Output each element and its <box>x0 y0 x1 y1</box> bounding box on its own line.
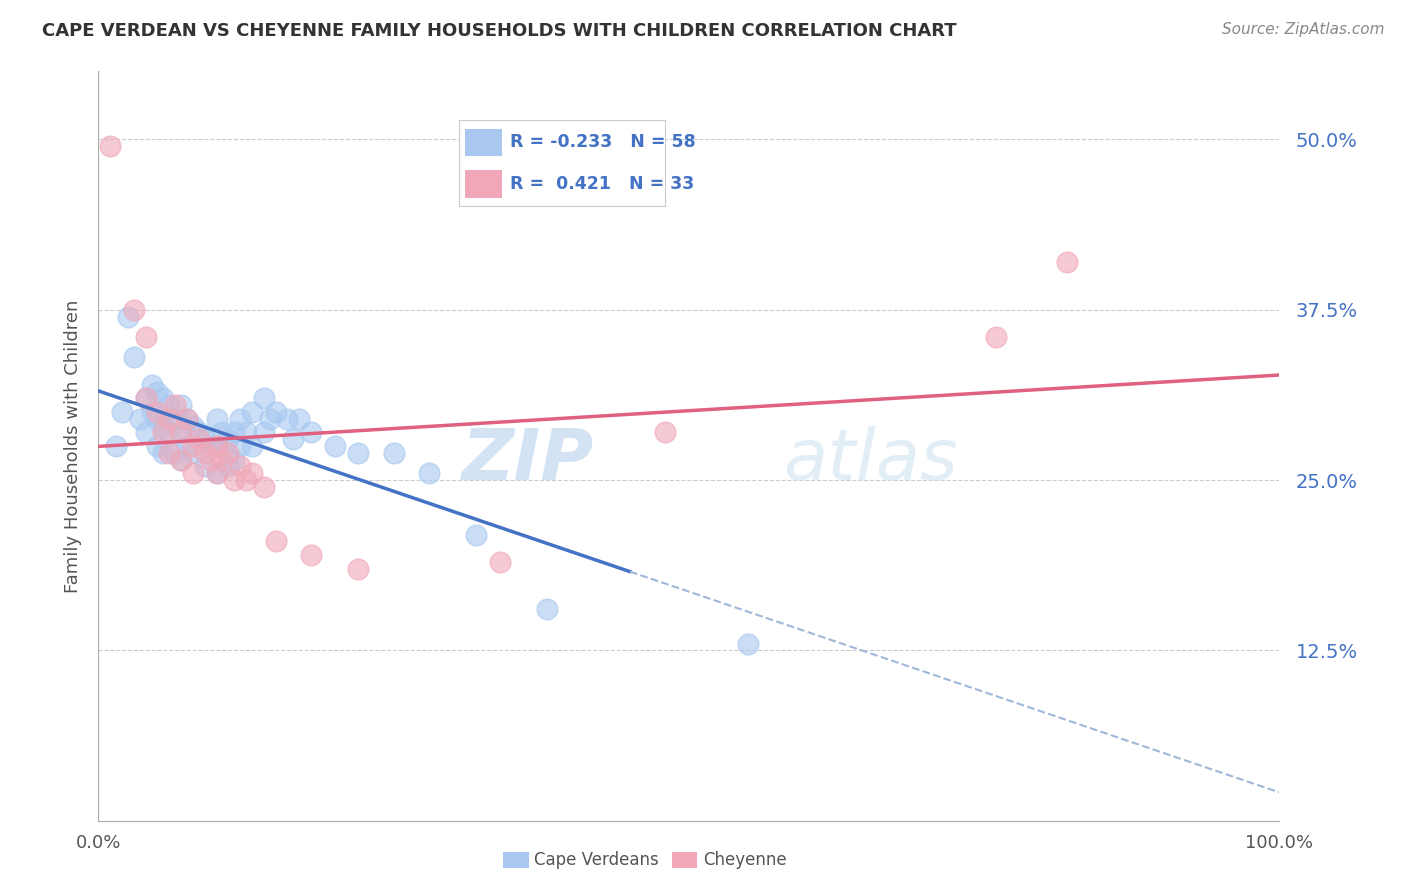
Point <box>157 446 180 460</box>
Point <box>165 411 187 425</box>
Point <box>217 446 239 460</box>
Point <box>98 139 121 153</box>
Text: CAPE VERDEAN VS CHEYENNE FAMILY HOUSEHOLDS WITH CHILDREN CORRELATION CHART: CAPE VERDEAN VS CHEYENNE FAMILY HOUSEHOL… <box>42 22 957 40</box>
Point <box>170 425 193 440</box>
Point <box>170 398 193 412</box>
Point <box>276 411 298 425</box>
Point <box>229 411 252 425</box>
Point <box>194 459 217 474</box>
Point <box>135 330 157 344</box>
Point <box>264 405 287 419</box>
Point <box>229 439 252 453</box>
Point <box>105 439 128 453</box>
Point <box>181 439 204 453</box>
Text: ZIP: ZIP <box>463 426 595 495</box>
Point <box>235 425 257 440</box>
Point <box>135 425 157 440</box>
Point <box>347 561 370 575</box>
Point <box>165 398 187 412</box>
Point <box>205 411 228 425</box>
Point <box>152 392 174 406</box>
Point <box>229 459 252 474</box>
Point <box>170 452 193 467</box>
Point <box>152 418 174 433</box>
Point <box>122 351 145 365</box>
Point <box>240 467 263 481</box>
Point <box>224 452 246 467</box>
Point <box>165 446 187 460</box>
Point <box>187 432 209 446</box>
Point <box>111 405 134 419</box>
Point <box>146 411 169 425</box>
Point <box>146 384 169 399</box>
Point <box>170 452 193 467</box>
Text: Source: ZipAtlas.com: Source: ZipAtlas.com <box>1222 22 1385 37</box>
Point <box>211 452 233 467</box>
Point <box>253 425 276 440</box>
Point <box>984 330 1007 344</box>
Point <box>176 439 198 453</box>
Point <box>157 425 180 440</box>
Point <box>240 405 263 419</box>
Point <box>264 534 287 549</box>
Text: Cheyenne: Cheyenne <box>703 851 786 869</box>
Point <box>283 432 305 446</box>
Point <box>181 467 204 481</box>
Point <box>205 439 228 453</box>
Point <box>200 439 222 453</box>
Point <box>240 439 263 453</box>
Point <box>217 459 239 474</box>
Point <box>200 452 222 467</box>
Text: atlas: atlas <box>783 426 957 495</box>
Point <box>194 446 217 460</box>
Point <box>176 411 198 425</box>
Point <box>141 405 163 419</box>
Point <box>157 411 180 425</box>
Text: Cape Verdeans: Cape Verdeans <box>534 851 659 869</box>
Point <box>187 425 209 440</box>
Point <box>122 302 145 317</box>
Point <box>135 392 157 406</box>
Point <box>299 548 322 562</box>
Point <box>347 446 370 460</box>
Point <box>224 425 246 440</box>
Point <box>146 405 169 419</box>
Point <box>737 636 759 650</box>
Point <box>181 446 204 460</box>
Point <box>205 467 228 481</box>
Point <box>253 392 276 406</box>
Point <box>217 432 239 446</box>
Point <box>259 411 281 425</box>
Point <box>224 473 246 487</box>
Point <box>152 446 174 460</box>
Point <box>465 527 488 541</box>
Point <box>489 555 512 569</box>
Point <box>128 411 150 425</box>
Point <box>323 439 346 453</box>
Point <box>117 310 139 324</box>
Point <box>536 602 558 616</box>
Point <box>299 425 322 440</box>
Point <box>654 425 676 440</box>
Point <box>146 439 169 453</box>
Point <box>205 467 228 481</box>
Point <box>135 392 157 406</box>
Point <box>382 446 405 460</box>
Point <box>176 411 198 425</box>
Point <box>152 425 174 440</box>
Point <box>157 398 180 412</box>
Point <box>194 432 217 446</box>
Point <box>211 425 233 440</box>
Point <box>418 467 440 481</box>
Point <box>1056 255 1078 269</box>
Point <box>181 418 204 433</box>
Point <box>205 439 228 453</box>
Point <box>141 377 163 392</box>
Point <box>170 425 193 440</box>
Y-axis label: Family Households with Children: Family Households with Children <box>63 300 82 592</box>
Point <box>288 411 311 425</box>
Point <box>253 480 276 494</box>
Point <box>235 473 257 487</box>
